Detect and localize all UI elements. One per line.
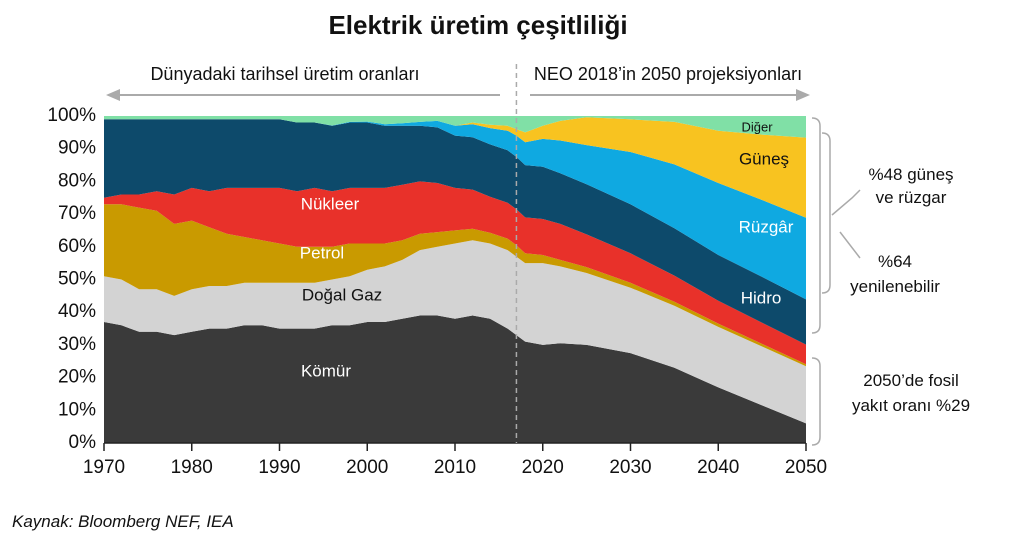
series-label-7: Diğer	[741, 119, 773, 134]
bracket-label-1-line-0: %64	[878, 252, 912, 271]
x-tick-label-3: 2000	[346, 457, 388, 478]
bracket-label-1-line-1: yenilenebilir	[850, 277, 940, 296]
x-tick-label-0: 1970	[83, 457, 125, 478]
history-header: Dünyadaki tarihsel üretim oranları	[150, 64, 419, 84]
x-tick-label-1: 1980	[171, 457, 213, 478]
projection-header: NEO 2018’in 2050 projeksiyonları	[534, 64, 802, 84]
y-tick-label-4: 40%	[58, 301, 96, 322]
leader-solar-wind	[831, 189, 861, 216]
y-tick-label-0: 0%	[69, 432, 97, 453]
y-tick-label-6: 60%	[58, 236, 96, 257]
series-area-1	[104, 240, 806, 424]
chart-title: Elektrik üretim çeşitliliği	[328, 10, 628, 40]
history-arrow-head	[106, 89, 120, 101]
series-area-4	[104, 119, 806, 345]
series-area-7	[104, 116, 806, 138]
series-area-2	[104, 204, 806, 367]
y-tick-label-5: 50%	[58, 269, 96, 290]
bracket-solar-wind	[821, 132, 831, 294]
series-area-6	[104, 117, 806, 218]
series-label-6: Güneş	[739, 149, 789, 168]
x-tick-label-8: 2050	[785, 457, 827, 478]
source-note: Kaynak: Bloomberg NEF, IEA	[12, 512, 234, 531]
series-label-4: Hidro	[741, 288, 782, 307]
series-label-5: Rüzgâr	[739, 217, 794, 236]
x-tick-label-7: 2040	[697, 457, 739, 478]
bracket-fossil	[811, 357, 821, 446]
series-label-3: Nükleer	[301, 194, 360, 213]
series-area-3	[104, 181, 806, 365]
y-tick-label-9: 90%	[58, 138, 96, 159]
bracket-renewables	[811, 117, 821, 334]
series-area-0	[104, 315, 806, 443]
series-label-0: Kömür	[301, 361, 351, 380]
y-tick-label-7: 70%	[58, 203, 96, 224]
projection-arrow-head	[796, 89, 810, 101]
y-tick-label-10: 100%	[47, 105, 96, 126]
series-label-2: Petrol	[300, 243, 344, 262]
x-tick-label-2: 1990	[258, 457, 300, 478]
y-tick-label-3: 30%	[58, 334, 96, 355]
leader-renewables	[839, 231, 861, 259]
bracket-label-2-line-1: yakıt oranı %29	[852, 396, 970, 415]
bracket-label-2-line-0: 2050’de fosil	[863, 371, 958, 390]
x-tick-label-5: 2020	[522, 457, 564, 478]
y-tick-label-2: 20%	[58, 367, 96, 388]
series-area-5	[104, 119, 806, 300]
bracket-label-0-line-1: ve rüzgar	[876, 188, 947, 207]
series-label-1: Doğal Gaz	[302, 285, 382, 304]
y-tick-label-8: 80%	[58, 170, 96, 191]
y-tick-label-1: 10%	[58, 399, 96, 420]
x-tick-label-4: 2010	[434, 457, 476, 478]
bracket-label-0-line-0: %48 güneş	[868, 165, 953, 184]
x-tick-label-6: 2030	[609, 457, 651, 478]
